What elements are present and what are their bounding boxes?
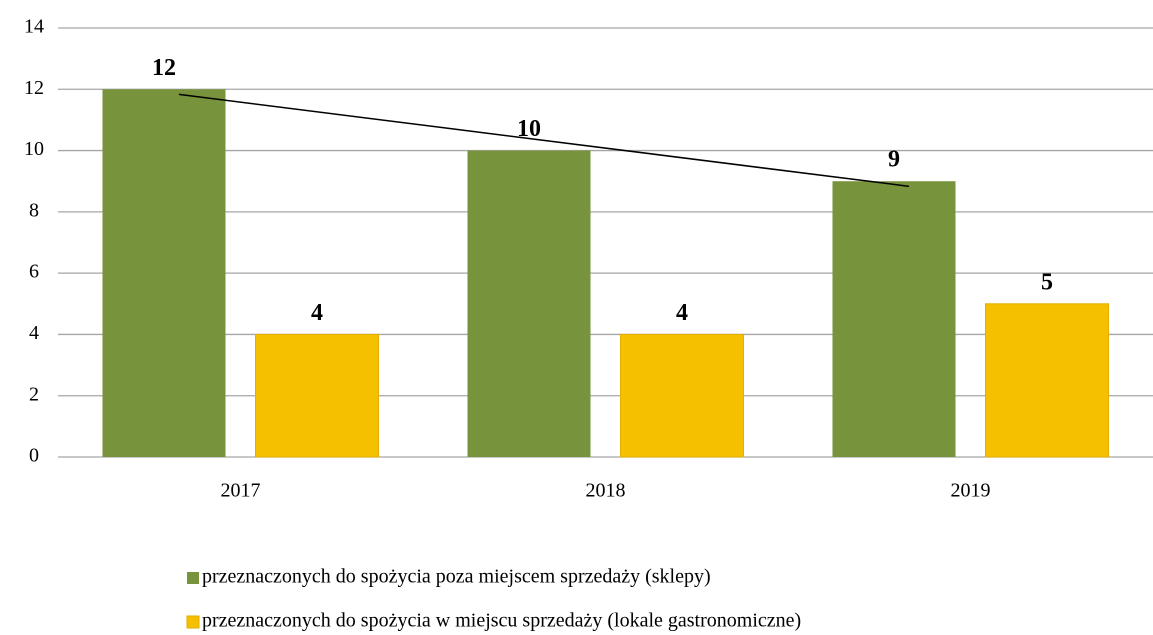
- bar: [620, 333, 745, 458]
- data-label: 4: [311, 300, 323, 326]
- y-tick-label: 6: [29, 261, 39, 283]
- bar: [467, 150, 591, 458]
- bar: [255, 333, 380, 458]
- trendline: [178, 93, 910, 188]
- x-tick-label: 2018: [586, 480, 626, 502]
- y-tick-label: 4: [29, 322, 39, 344]
- y-tick-label: 12: [24, 77, 44, 99]
- y-tick-label: 14: [24, 16, 44, 38]
- y-tick-label: 8: [29, 199, 39, 221]
- legend-swatch: [186, 615, 200, 629]
- data-label: 4: [676, 300, 688, 326]
- y-tick-label: 10: [24, 138, 44, 160]
- x-tick-label: 2017: [221, 480, 261, 502]
- y-tick-label: 2: [29, 383, 39, 405]
- data-label: 12: [152, 55, 176, 81]
- bar: [832, 181, 956, 457]
- bar: [102, 89, 226, 458]
- data-label: 5: [1041, 269, 1053, 295]
- legend-label: przeznaczonych do spożycia poza miejscem…: [202, 566, 711, 588]
- legend-label: przeznaczonych do spożycia w miejscu spr…: [202, 610, 801, 632]
- y-tick-label: 0: [29, 445, 39, 467]
- x-tick-label: 2019: [951, 480, 991, 502]
- data-label: 9: [888, 147, 900, 173]
- bar: [985, 303, 1110, 458]
- legend-swatch: [187, 572, 199, 584]
